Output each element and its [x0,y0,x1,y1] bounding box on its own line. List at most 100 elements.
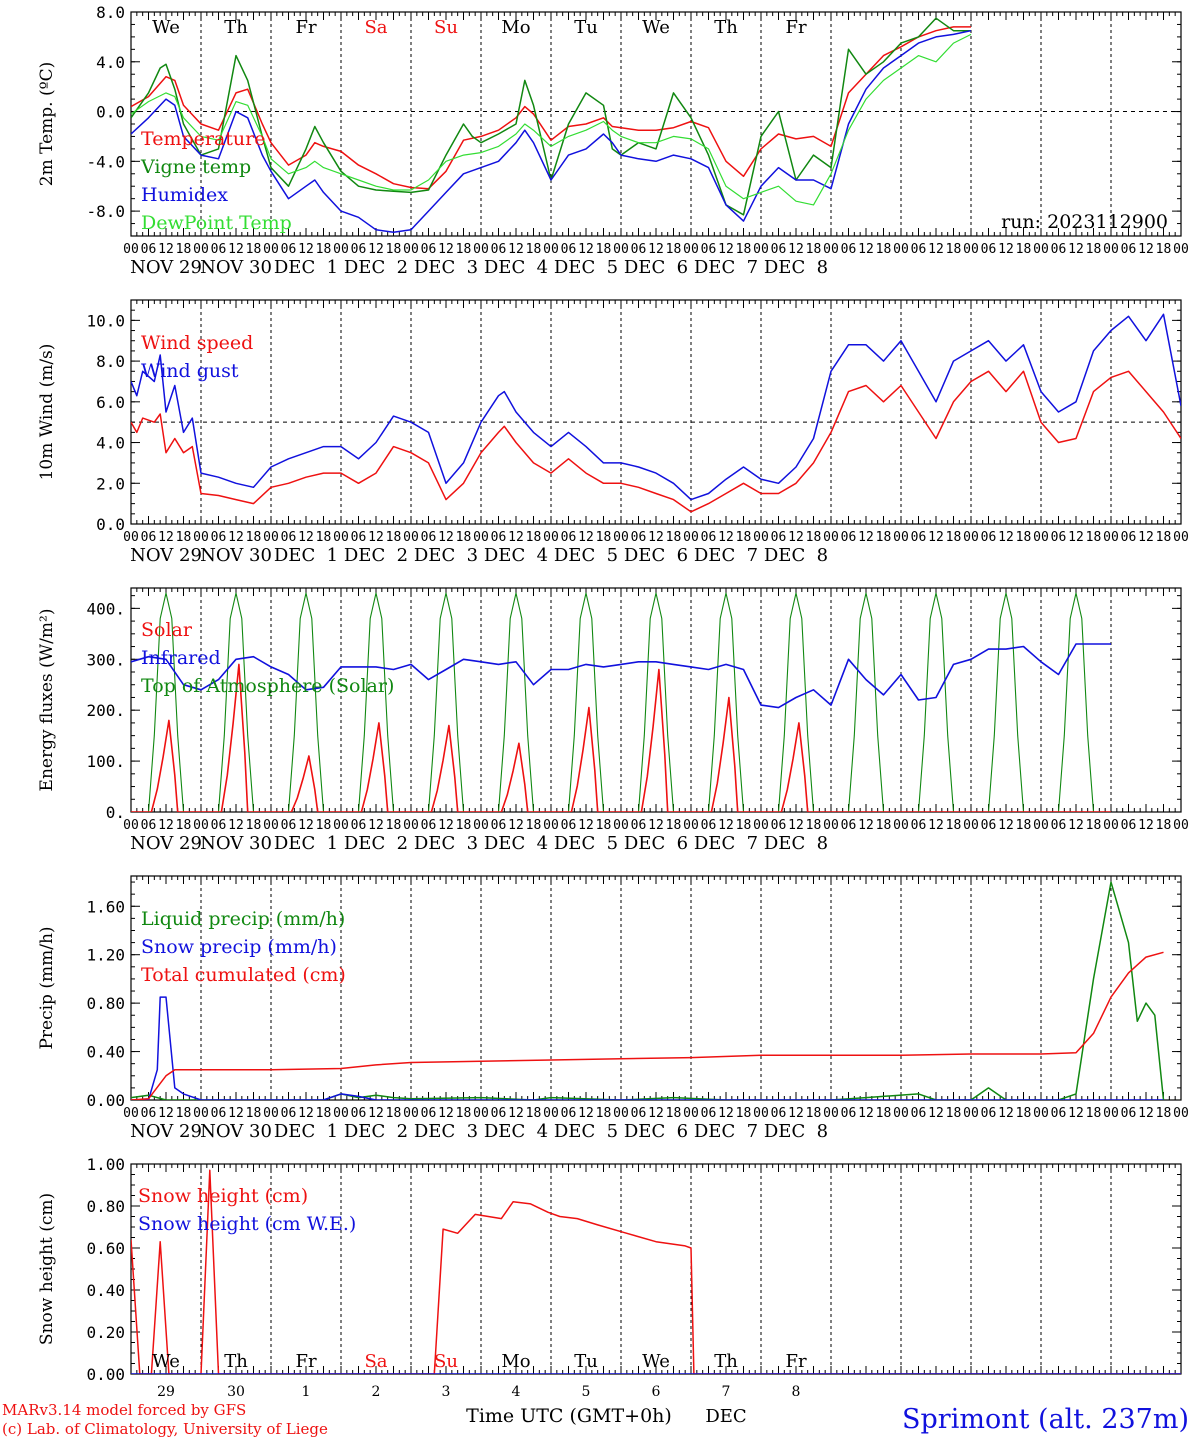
hour-label: 06 [491,1106,507,1121]
hour-label: 06 [911,530,927,545]
hour-label: 12 [368,818,384,833]
plot-area [131,592,1111,812]
hour-label: 12 [858,242,874,257]
hour-label: 12 [928,242,944,257]
hour-label: 00 [473,818,489,833]
plot-area [131,17,972,234]
hour-label: 12 [508,818,524,833]
date-label: DEC 2 [344,257,408,278]
hour-label: 00 [1103,1106,1119,1121]
weekday-label: Mo [501,17,530,38]
hour-label: 00 [1173,242,1189,257]
date-label: DEC 7 [694,1121,758,1142]
hour-label: 06 [701,818,717,833]
series-solar [131,663,1111,812]
hour-label: 00 [1103,530,1119,545]
hour-label: 00 [473,1106,489,1121]
hour-label: 12 [648,242,664,257]
hour-label: 18 [736,1106,752,1121]
hour-label: 06 [141,1106,157,1121]
hour-label: 12 [228,1106,244,1121]
hour-label: 00 [403,818,419,833]
plot-area [131,313,1181,513]
hour-label: 06 [701,530,717,545]
hour-label: 06 [561,1106,577,1121]
hour-label: 00 [963,530,979,545]
hour-label: 06 [1051,1106,1067,1121]
panel-3: 400. 300. 200. 100. 0. Energy fluxes (W/m²) 00… [37,587,1189,854]
series-1 [131,881,1165,1100]
hour-label: 06 [631,1106,647,1121]
hour-label: 18 [526,530,542,545]
hour-label: 18 [176,818,192,833]
weekday-label: We [642,17,670,38]
hour-label: 00 [543,242,559,257]
y-axis-label: Energy fluxes (W/m²) [37,609,57,792]
hour-label: 12 [158,818,174,833]
weekday-label-bottom: Th [714,1351,738,1372]
date-label: DEC 6 [624,1121,688,1142]
hour-label: 18 [176,1106,192,1121]
series-1 [131,1169,1181,1374]
hour-label: 00 [543,1106,559,1121]
hour-label: 06 [631,818,647,833]
weekday-label: Tu [574,17,598,38]
hour-label: 06 [491,530,507,545]
hour-label: 06 [631,242,647,257]
hour-label: 00 [193,1106,209,1121]
weekday-label: Th [714,17,738,38]
legend-entry: Humidex [141,184,228,206]
hour-label: 06 [561,530,577,545]
y-tick-label: 0.80 [86,1197,125,1216]
hour-label: 00 [823,818,839,833]
y-tick-label: 0.0 [96,515,125,534]
date-label: DEC 4 [484,833,548,854]
date-label: DEC 3 [414,545,478,566]
hour-label: 00 [683,818,699,833]
hour-label: 12 [788,818,804,833]
day-number: 6 [652,1384,661,1400]
y-tick-label: 0.80 [86,994,125,1013]
y-tick-label: 1.20 [86,946,125,965]
series-3 [131,29,972,234]
hour-label: 00 [403,1106,419,1121]
legend-entry: Vigne temp [140,156,251,178]
hour-label: 06 [1051,242,1067,257]
hour-label: 00 [613,818,629,833]
hour-label: 18 [946,242,962,257]
panel-1: 8.04.00.0-4.0-8.02m Temp. (ºC)00 06 12 18 00… [37,3,1189,278]
hour-label: 18 [666,530,682,545]
hour-label: 12 [368,242,384,257]
legend-entry: Infrared [141,647,221,669]
hour-label: 12 [438,818,454,833]
hour-label: 18 [806,818,822,833]
legend-entry: Snow height (cm) [138,1185,308,1207]
date-label: DEC 7 [694,833,758,854]
hour-label: 18 [596,242,612,257]
hour-label: 00 [893,1106,909,1121]
y-axis-label: Snow height (cm) [37,1193,57,1345]
legend-entry: Wind gust [141,360,239,382]
hour-label: 06 [141,242,157,257]
hour-label: 06 [281,818,297,833]
hour-label: 06 [1051,818,1067,833]
hour-label: 00 [1103,242,1119,257]
hour-label: 12 [438,1106,454,1121]
hour-label: 18 [1016,242,1032,257]
hour-label: 00 [123,1106,139,1121]
hour-label: 12 [578,242,594,257]
weekday-label: Th [224,17,248,38]
y-tick-label: 1.00 [86,1155,125,1174]
hour-label: 00 [263,818,279,833]
date-label: DEC 4 [484,257,548,278]
hour-label: 12 [858,818,874,833]
date-label: DEC 1 [274,1121,338,1142]
hour-label: 18 [526,818,542,833]
hour-label: 06 [771,1106,787,1121]
hour-label: 18 [386,818,402,833]
hour-label: 06 [351,242,367,257]
hour-label: 00 [263,530,279,545]
hour-label: 06 [841,242,857,257]
